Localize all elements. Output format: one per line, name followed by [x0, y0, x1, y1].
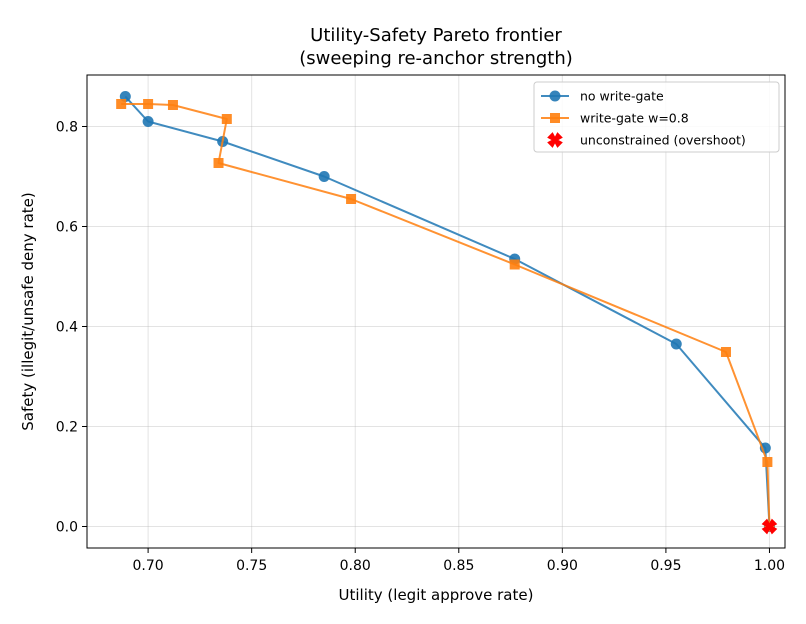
y-tick-label: 0.0 — [56, 520, 78, 536]
data-point — [670, 338, 682, 350]
series-0 — [119, 91, 775, 532]
series-line — [124, 95, 771, 527]
data-point — [318, 171, 330, 182]
x-tick-label: 0.95 — [650, 558, 681, 574]
x-tick-label: 0.75 — [236, 558, 267, 574]
data-point — [720, 347, 731, 357]
legend-marker — [550, 113, 560, 123]
legend-label: unconstrained (overshoot) — [580, 133, 746, 148]
plot-frame — [86, 74, 786, 549]
y-axis-label: Safety (illegit/unsafe deny rate) — [19, 192, 37, 430]
x-tick-label: 0.70 — [133, 558, 164, 574]
grid-lines — [87, 75, 785, 548]
data-point — [142, 116, 154, 127]
data-point — [143, 99, 154, 109]
legend: no write-gate write-gate w=0.8 unconstrain… — [533, 81, 780, 153]
data-point — [346, 194, 357, 204]
y-tick-label: 0.6 — [56, 220, 78, 236]
data-point — [762, 457, 773, 467]
x-tick-label: 0.80 — [340, 558, 371, 574]
x-axis-label: Utility (legit approve rate) — [339, 586, 534, 604]
x-tick-label: 0.90 — [547, 558, 578, 574]
data-point — [213, 158, 224, 168]
legend-box — [533, 81, 780, 153]
series-2 — [761, 518, 778, 535]
y-tick-label: 0.8 — [56, 120, 78, 136]
legend-marker — [547, 132, 563, 148]
x-tick-label: 1.00 — [754, 558, 785, 574]
legend-label: write-gate w=0.8 — [580, 111, 689, 126]
x-tick-label: 0.85 — [443, 558, 474, 574]
series-line — [121, 103, 771, 527]
data-point — [761, 518, 778, 535]
axis-ticks: 0.70 0.75 0.80 0.85 0.90 0.95 1.00 0.0 0.2 0.4 0.6… — [56, 120, 785, 575]
y-tick-label: 0.2 — [56, 420, 78, 436]
chart-title-line-2: (sweeping re-anchor strength) — [299, 48, 573, 69]
y-tick-label: 0.4 — [56, 320, 78, 336]
chart-title-line-1: Utility-Safety Pareto frontier — [310, 25, 562, 46]
series-layer — [116, 91, 778, 535]
data-point — [221, 114, 232, 124]
legend-item: write-gate w=0.8 — [541, 111, 689, 126]
legend-item: no write-gate — [541, 89, 664, 104]
data-point — [167, 100, 178, 110]
data-point — [509, 259, 520, 270]
legend-marker — [549, 90, 561, 102]
legend-label: no write-gate — [580, 89, 664, 104]
series-1 — [116, 99, 775, 532]
legend-item: unconstrained (overshoot) — [547, 132, 746, 148]
data-point — [116, 99, 127, 109]
